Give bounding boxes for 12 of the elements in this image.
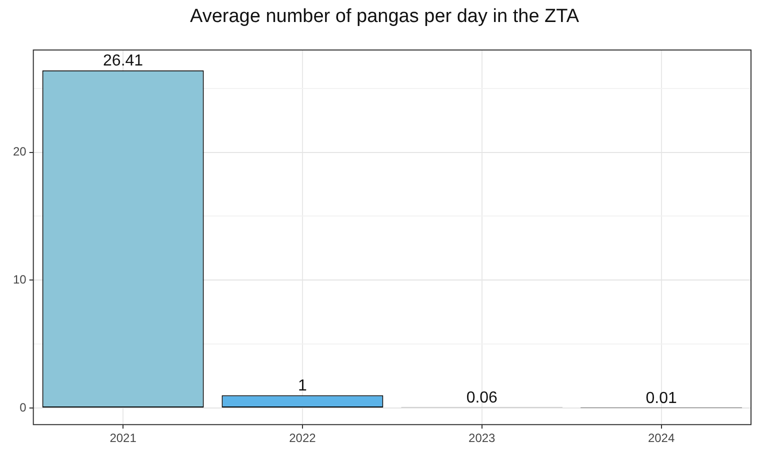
x-tick-label: 2024 <box>648 431 675 446</box>
data-label: 26.41 <box>103 52 144 70</box>
chart-title: Average number of pangas per day in the ZTA <box>188 6 580 28</box>
data-label: 0.01 <box>646 390 677 407</box>
y-tick-label: 20 <box>12 144 27 159</box>
x-tick-label: 2022 <box>289 431 316 446</box>
data-label: 0.06 <box>466 390 498 407</box>
y-tick-label: 10 <box>12 272 27 286</box>
x-tick-label: 2023 <box>468 431 496 446</box>
x-tick-label: 2021 <box>110 431 137 446</box>
data-label: 1 <box>298 378 308 395</box>
y-tick-label: 0 <box>20 400 27 414</box>
